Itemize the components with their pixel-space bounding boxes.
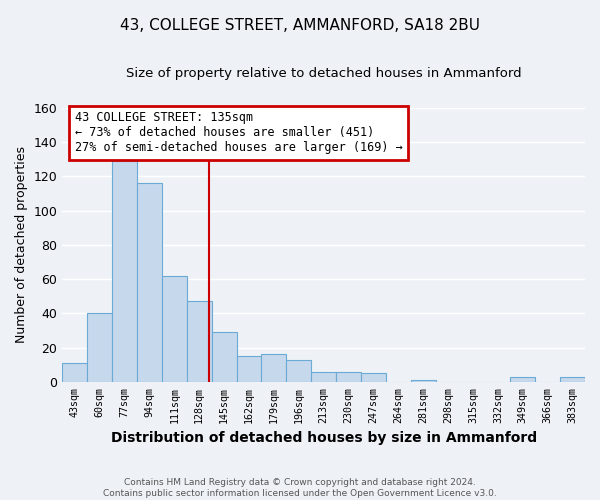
Bar [511, 376, 535, 382]
Bar [187, 302, 212, 382]
Bar [236, 356, 262, 382]
Bar [311, 372, 336, 382]
Bar [411, 380, 436, 382]
Text: 43, COLLEGE STREET, AMMANFORD, SA18 2BU: 43, COLLEGE STREET, AMMANFORD, SA18 2BU [120, 18, 480, 32]
Bar [336, 372, 361, 382]
Text: 43 COLLEGE STREET: 135sqm
← 73% of detached houses are smaller (451)
27% of semi: 43 COLLEGE STREET: 135sqm ← 73% of detac… [75, 112, 403, 154]
Y-axis label: Number of detached properties: Number of detached properties [15, 146, 28, 344]
X-axis label: Distribution of detached houses by size in Ammanford: Distribution of detached houses by size … [110, 431, 537, 445]
Bar [212, 332, 236, 382]
Bar [162, 276, 187, 382]
Bar [262, 354, 286, 382]
Text: Contains HM Land Registry data © Crown copyright and database right 2024.
Contai: Contains HM Land Registry data © Crown c… [103, 478, 497, 498]
Title: Size of property relative to detached houses in Ammanford: Size of property relative to detached ho… [126, 68, 521, 80]
Bar [87, 314, 112, 382]
Bar [62, 363, 87, 382]
Bar [137, 184, 162, 382]
Bar [560, 376, 585, 382]
Bar [361, 374, 386, 382]
Bar [286, 360, 311, 382]
Bar [112, 161, 137, 382]
